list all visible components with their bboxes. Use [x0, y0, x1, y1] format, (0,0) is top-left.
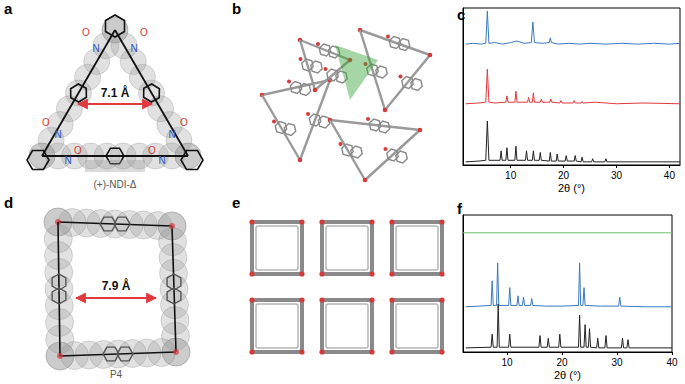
- svg-text:2θ (°): 2θ (°): [558, 182, 585, 194]
- svg-text:b: b: [232, 0, 241, 17]
- svg-text:O: O: [148, 145, 156, 156]
- svg-text:O: O: [140, 27, 148, 38]
- svg-text:e: e: [232, 194, 240, 211]
- svg-text:f: f: [457, 200, 463, 217]
- svg-text:O: O: [42, 117, 50, 128]
- svg-text:10: 10: [501, 357, 513, 368]
- svg-text:c: c: [457, 6, 465, 23]
- svg-text:7.9 Å: 7.9 Å: [102, 278, 131, 293]
- svg-text:40: 40: [666, 357, 678, 368]
- svg-text:O: O: [82, 27, 90, 38]
- svg-text:(+)-NDI-Δ: (+)-NDI-Δ: [93, 179, 136, 190]
- svg-text:7.1 Å: 7.1 Å: [101, 85, 130, 100]
- svg-text:N: N: [158, 155, 165, 166]
- svg-text:2θ (°): 2θ (°): [554, 369, 581, 381]
- svg-text:10: 10: [505, 170, 517, 181]
- svg-text:O: O: [74, 145, 82, 156]
- svg-text:N: N: [168, 129, 175, 140]
- svg-text:O: O: [180, 117, 188, 128]
- svg-text:N: N: [64, 155, 71, 166]
- svg-text:d: d: [4, 194, 13, 211]
- svg-text:30: 30: [611, 357, 623, 368]
- svg-text:40: 40: [664, 170, 676, 181]
- svg-text:P4: P4: [110, 369, 123, 380]
- svg-text:N: N: [130, 43, 137, 54]
- svg-text:N: N: [54, 129, 61, 140]
- svg-text:N: N: [92, 43, 99, 54]
- svg-text:30: 30: [611, 170, 623, 181]
- svg-text:20: 20: [556, 357, 568, 368]
- svg-text:20: 20: [558, 170, 570, 181]
- svg-text:a: a: [4, 0, 13, 17]
